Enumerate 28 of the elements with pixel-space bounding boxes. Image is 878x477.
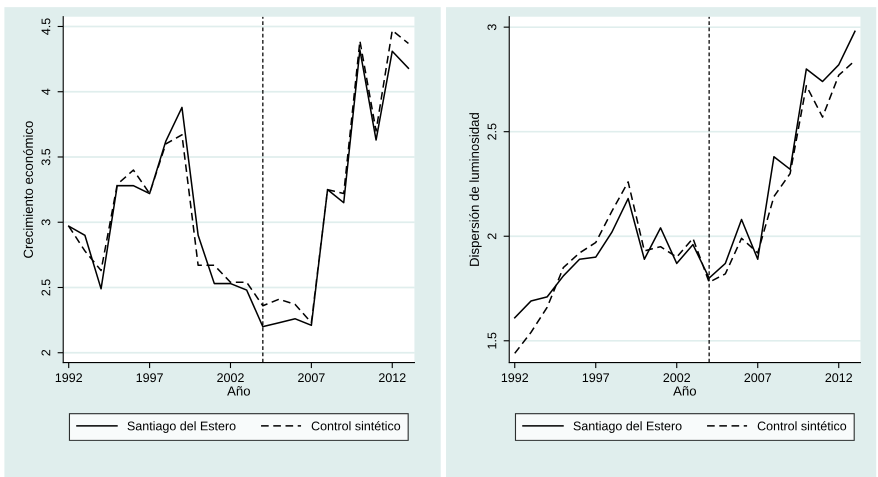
y-tick-label: 3 (41, 219, 50, 226)
legend-label: Control sintético (312, 421, 400, 430)
y-axis-title: Dispersión de luminosidad (469, 113, 482, 266)
y-axis-title: Crecimiento económico (23, 121, 33, 258)
y-tick-label: 2.5 (488, 124, 496, 140)
y-tick-label: 4 (42, 88, 50, 95)
x-tick-label: 2007 (744, 373, 772, 382)
x-tick-label: 2007 (298, 373, 325, 382)
x-tick-label: 1992 (502, 373, 528, 382)
x-axis-title: Año (227, 386, 250, 396)
x-tick-label: 1992 (56, 373, 82, 382)
x-tick-label: 2012 (825, 373, 852, 382)
x-tick-label: 2002 (663, 373, 690, 382)
x-tick-label: 2012 (378, 373, 406, 382)
y-tick-label: 2 (41, 350, 50, 356)
x-axis-title: Año (673, 386, 696, 396)
legend-label: Control sintético (758, 421, 846, 430)
y-tick-label: 1.5 (488, 332, 496, 349)
legend-label: Santiago del Estero (574, 421, 682, 433)
x-tick-label: 1997 (582, 373, 610, 382)
legend-label: Santiago del Estero (128, 421, 236, 433)
x-tick-label: 1997 (136, 373, 163, 382)
y-tick-label: 3 (488, 24, 496, 30)
y-tick-label: 4.5 (42, 18, 50, 35)
x-tick-label: 2002 (217, 373, 244, 382)
y-tick-label: 3.5 (41, 148, 50, 166)
y-tick-label: 2 (488, 233, 496, 240)
y-tick-label: 2.5 (41, 279, 50, 296)
